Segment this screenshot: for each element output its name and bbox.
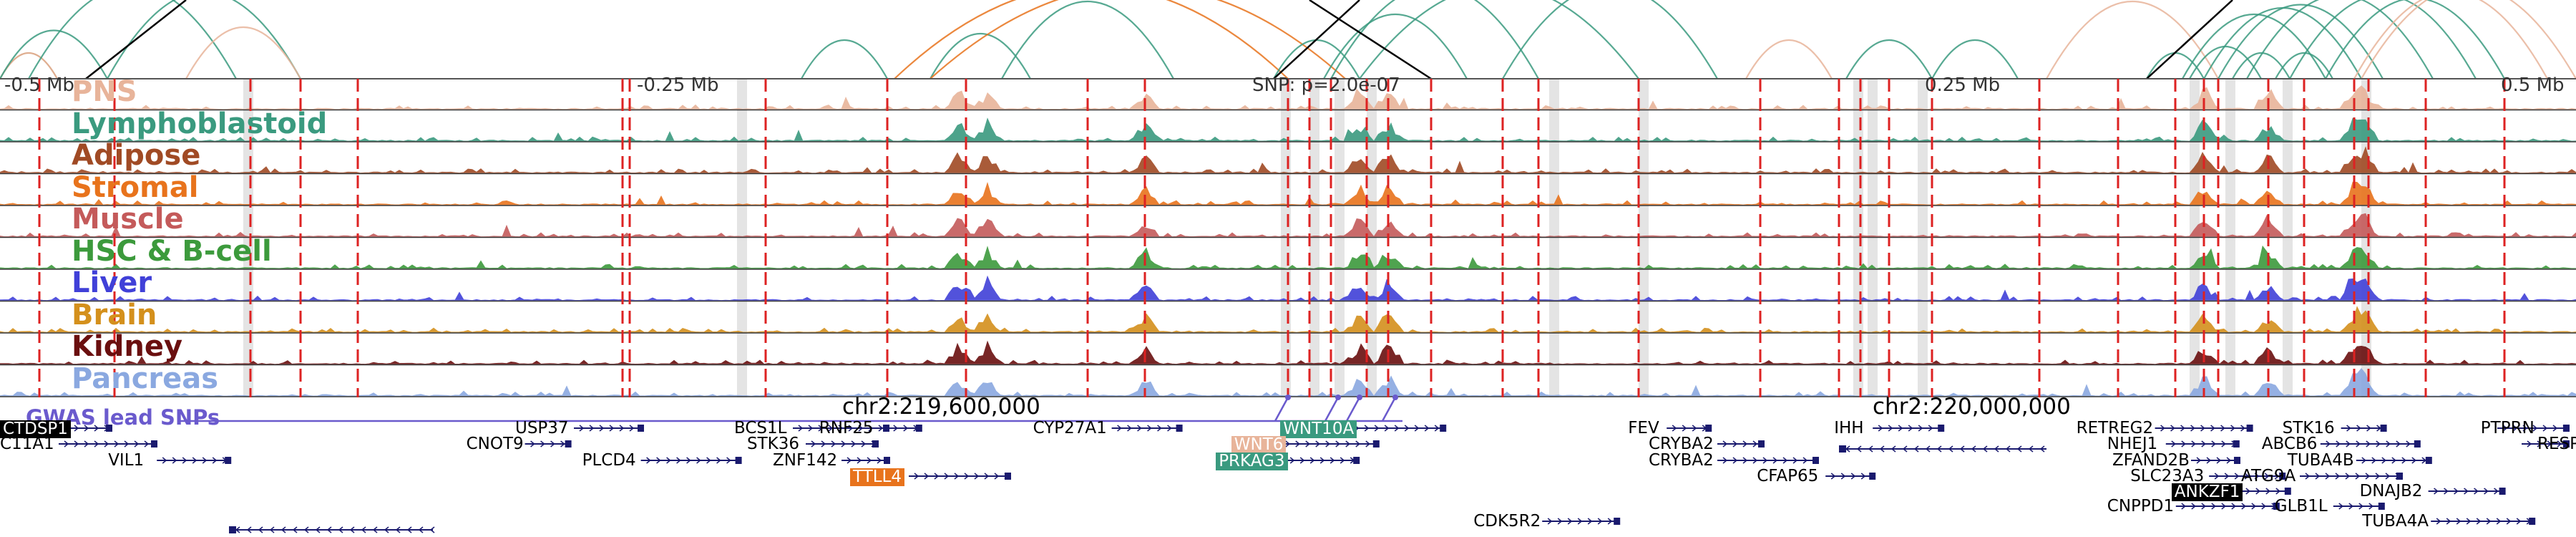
gene-label: CDK5R2 <box>1473 512 1541 531</box>
gene-label: PRKAG3 <box>1216 453 1288 470</box>
gene-label: ZNF142 <box>773 451 838 470</box>
gene-label: VIL1 <box>108 451 145 470</box>
track-5 <box>0 245 2576 270</box>
gene-label: SLC23A3 <box>2130 467 2205 485</box>
gene-label: FEV <box>1628 419 1659 437</box>
gene-label: CRYBA2 <box>1649 451 1714 470</box>
track-signal <box>0 85 2576 110</box>
track-label: Liver <box>72 266 152 299</box>
gene-label: USP37 <box>515 419 569 437</box>
track-2 <box>0 146 2576 175</box>
gene-label: C11A1 <box>0 435 54 453</box>
gene-label: PLCD4 <box>582 451 636 470</box>
track-signal <box>0 306 2576 333</box>
gene-label: WNT10A <box>1280 420 1357 438</box>
track-label: PNS <box>72 75 137 108</box>
snp-marker-lines <box>38 79 2506 397</box>
track-label: Stromal <box>72 170 199 204</box>
gene-label: DNAJB2 <box>2359 482 2423 500</box>
axis-tick-label: -0.5 Mb <box>4 74 74 96</box>
gene-label: ABCB6 <box>2261 435 2318 453</box>
track-signal <box>0 213 2576 237</box>
track-label: Adipose <box>72 139 201 172</box>
gene-label: TUBA4A <box>2362 512 2429 531</box>
gene-label: NHEJ1 <box>2107 435 2158 453</box>
gene-label: RESP18 <box>2537 435 2576 453</box>
track-label: Lymphoblastoid <box>72 107 328 140</box>
track-label: Pancreas <box>72 362 219 395</box>
gene-label: WNT6 <box>1231 436 1287 454</box>
axis-tick-label: SNP: p=2.0e-07 <box>1252 74 1400 96</box>
track-label: Muscle <box>72 203 184 236</box>
chromosome-position-label: chr2:220,000,000 <box>1873 394 2071 420</box>
gene-label: STK16 <box>2282 419 2335 437</box>
track-signal <box>0 275 2576 301</box>
axis-tick-label: 0.5 Mb <box>2501 74 2565 96</box>
axis-tick-label: -0.25 Mb <box>637 74 719 96</box>
gene-label: PTPRN <box>2480 419 2534 437</box>
gene-label: CYP27A1 <box>1033 419 1107 437</box>
gene-label: GLB1L <box>2274 497 2328 516</box>
track-signal <box>0 181 2576 205</box>
track-label: Kidney <box>72 330 183 363</box>
gene-label: STK36 <box>747 435 799 453</box>
track-8 <box>0 340 2576 366</box>
gene-label: TTLL4 <box>850 468 904 486</box>
track-label: HSC & B-cell <box>72 234 272 268</box>
chromosome-position-label: chr2:219,600,000 <box>842 394 1040 420</box>
track-signal <box>0 245 2576 269</box>
gene-label: CTDSP1 <box>0 420 71 438</box>
gene-label: CNOT9 <box>466 435 524 453</box>
gene-label: ANKZF1 <box>2171 483 2243 501</box>
gene-label: CFAP65 <box>1757 467 1819 485</box>
track-label: Brain <box>72 298 157 332</box>
axis-tick-label: 0.25 Mb <box>1925 74 2001 96</box>
gene-label: ZFAND2B <box>2112 451 2190 470</box>
track-signal <box>0 146 2576 174</box>
interaction-arcs <box>0 0 2576 80</box>
gene-label: ATG9A <box>2241 467 2296 485</box>
gene-label: TUBA4B <box>2287 451 2354 470</box>
track-signal <box>0 117 2576 142</box>
gene-label: CNPPD1 <box>2107 497 2175 516</box>
gene-label: IHH <box>1834 419 1864 437</box>
gene-label: RNF25 <box>819 419 874 437</box>
gene-models <box>59 425 2570 533</box>
gene-label: BCS1L <box>734 419 787 437</box>
track-signal <box>0 340 2576 364</box>
gene-label: RETREG2 <box>2076 419 2154 437</box>
gene-label: CRYBA2 <box>1649 435 1714 453</box>
